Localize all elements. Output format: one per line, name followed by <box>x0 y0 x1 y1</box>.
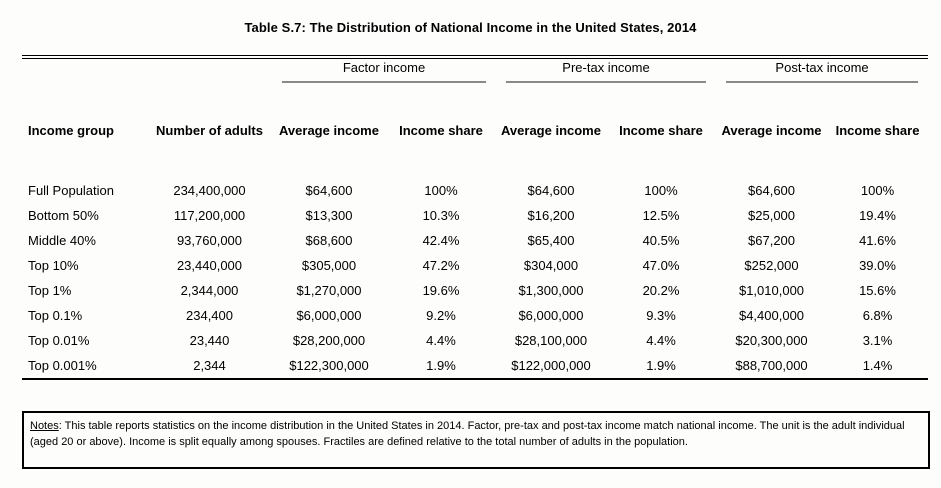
value-cell: 234,400,000 <box>173 183 246 198</box>
spanner-pretax-income-label: Pre-tax income <box>506 60 707 83</box>
header-factor-income-share: Income share <box>399 122 483 138</box>
value-cell: $122,000,000 <box>511 358 591 373</box>
value-cell: $304,000 <box>523 258 579 273</box>
value-cell: $28,100,000 <box>514 333 588 348</box>
value-cell: 23,440,000 <box>176 258 243 273</box>
value-cell: $1,010,000 <box>738 283 805 298</box>
header-income-group: Income group <box>28 122 114 138</box>
value-cell: 47.2% <box>422 258 460 273</box>
notes-box: Notes: This table reports statistics on … <box>22 411 930 469</box>
header-pretax-income-share: Income share <box>619 122 703 138</box>
value-cell: 9.3% <box>646 308 676 323</box>
value-cell: $64,600 <box>748 183 796 198</box>
income-group-cell: Full Population <box>28 183 114 198</box>
header-number-of-adults: Number of adults <box>156 122 263 138</box>
value-cell: 23,440 <box>189 333 230 348</box>
value-cell: $305,000 <box>301 258 357 273</box>
table-title: Table S.7: The Distribution of National … <box>244 20 697 35</box>
value-cell: $68,600 <box>305 233 353 248</box>
income-group-cell: Top 10% <box>28 258 79 273</box>
value-cell: $88,700,000 <box>735 358 808 373</box>
income-group-cell: Top 0.1% <box>28 308 83 323</box>
table-body: Full Population 234,400,000 $64,600 100% $64… <box>22 178 928 379</box>
value-cell: 40.5% <box>642 233 680 248</box>
value-cell: $20,300,000 <box>735 333 808 348</box>
value-cell: 39.0% <box>859 258 896 273</box>
value-cell: $65,400 <box>527 233 575 248</box>
value-cell: 4.4% <box>646 333 676 348</box>
spanner-posttax-income-label: Post-tax income <box>726 60 919 83</box>
header-row: Income group Number of adults Average in… <box>22 83 928 178</box>
header-pretax-average-income: Average income <box>501 122 601 138</box>
value-cell: $67,200 <box>748 233 796 248</box>
value-cell: $16,200 <box>527 208 575 223</box>
value-cell: 47.0% <box>642 258 680 273</box>
income-group-cell: Top 0.001% <box>28 358 97 373</box>
header-posttax-average-income: Average income <box>721 122 822 138</box>
value-cell: 1.4% <box>862 358 893 373</box>
table-row: Top 1% 2,344,000 $1,270,000 19.6% $1,300,000… <box>22 278 928 303</box>
header-factor-average-income: Average income <box>279 122 379 138</box>
value-cell: 2,344,000 <box>180 283 239 298</box>
value-cell: 12.5% <box>642 208 680 223</box>
value-cell: 41.6% <box>859 233 896 248</box>
table-row: Top 0.1% 234,400 $6,000,000 9.2% $6,000,000 9… <box>22 303 928 328</box>
value-cell: $25,000 <box>748 208 796 223</box>
value-cell: 100% <box>424 183 458 198</box>
value-cell: 20.2% <box>642 283 680 298</box>
table-row: Bottom 50% 117,200,000 $13,300 10.3% $16,200… <box>22 203 928 228</box>
value-cell: 2,344 <box>193 358 226 373</box>
value-cell: 4.4% <box>426 333 456 348</box>
value-cell: 6.8% <box>862 308 893 323</box>
table-row: Top 0.001% 2,344 $122,300,000 1.9% $122,000,… <box>22 353 928 379</box>
value-cell: $6,000,000 <box>296 308 362 323</box>
value-cell: $64,600 <box>305 183 353 198</box>
value-cell: 9.2% <box>426 308 456 323</box>
value-cell: 234,400 <box>186 308 233 323</box>
spanner-posttax-income: Post-tax income <box>716 59 928 83</box>
value-cell: 3.1% <box>862 333 893 348</box>
value-cell: 93,760,000 <box>176 233 243 248</box>
spanner-factor-income-label: Factor income <box>282 60 486 83</box>
income-distribution-table: Factor income Pre-tax income Post-tax in… <box>22 59 929 380</box>
value-cell: $1,300,000 <box>518 283 584 298</box>
value-cell: $64,600 <box>527 183 575 198</box>
value-cell: $4,400,000 <box>738 308 805 323</box>
notes-text: : This table reports statistics on the i… <box>30 420 905 448</box>
value-cell: $1,270,000 <box>296 283 362 298</box>
value-cell: 100% <box>860 183 895 198</box>
value-cell: $122,300,000 <box>289 358 369 373</box>
value-cell: $28,200,000 <box>292 333 366 348</box>
value-cell: 117,200,000 <box>173 208 246 223</box>
income-table-wrap: Factor income Pre-tax income Post-tax in… <box>22 55 929 380</box>
value-cell: 100% <box>644 183 678 198</box>
top-double-rule <box>22 55 928 59</box>
income-group-cell: Top 1% <box>28 283 72 298</box>
table-row: Middle 40% 93,760,000 $68,600 42.4% $65,400 4… <box>22 228 928 253</box>
income-group-cell: Middle 40% <box>28 233 96 248</box>
table-row: Full Population 234,400,000 $64,600 100% $64… <box>22 178 928 203</box>
spanner-row: Factor income Pre-tax income Post-tax in… <box>22 59 928 83</box>
table-row: Top 10% 23,440,000 $305,000 47.2% $304,000 47… <box>22 253 928 278</box>
value-cell: 19.6% <box>422 283 460 298</box>
value-cell: 1.9% <box>646 358 676 373</box>
notes-label: Notes <box>30 420 59 432</box>
value-cell: $6,000,000 <box>518 308 584 323</box>
income-group-cell: Bottom 50% <box>28 208 99 223</box>
value-cell: $13,300 <box>305 208 353 223</box>
spanner-empty <box>22 59 272 83</box>
value-cell: $252,000 <box>744 258 799 273</box>
header-posttax-income-share: Income share <box>835 122 920 138</box>
table-row: Top 0.01% 23,440 $28,200,000 4.4% $28,100,00… <box>22 328 928 353</box>
value-cell: 15.6% <box>859 283 896 298</box>
income-group-cell: Top 0.01% <box>28 333 90 348</box>
value-cell: 1.9% <box>426 358 456 373</box>
value-cell: 19.4% <box>859 208 896 223</box>
spanner-pretax-income: Pre-tax income <box>496 59 716 83</box>
spanner-factor-income: Factor income <box>272 59 496 83</box>
value-cell: 42.4% <box>422 233 460 248</box>
value-cell: 10.3% <box>422 208 460 223</box>
